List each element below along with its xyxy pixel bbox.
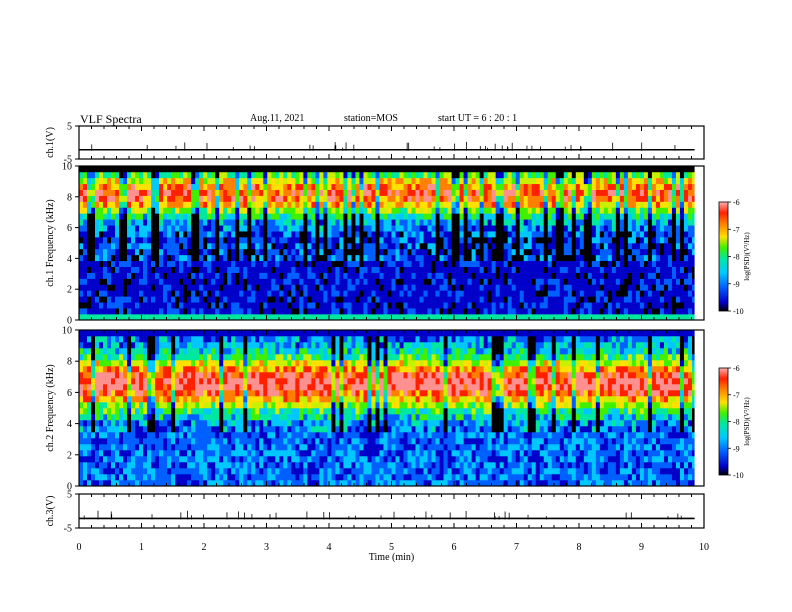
x-tick-label: 10 [699, 542, 709, 553]
chart-title: VLF Spectra [80, 112, 142, 126]
y-tick-label: -5 [64, 155, 72, 166]
date-label: Aug.11, 2021 [250, 113, 305, 124]
x-tick-label: 5 [389, 542, 394, 553]
colorbar-label: log(PSD)(V²/Hz) [743, 397, 751, 446]
y-axis-label: ch.1(V) [45, 127, 56, 158]
colorbar-label: log(PSD)(V²/Hz) [743, 232, 751, 281]
x-tick-label: 3 [264, 542, 269, 553]
colorbar-tick-label: -8 [733, 253, 740, 262]
colorbar-tick-label: -7 [733, 391, 740, 400]
y-axis-label: ch.3(V) [45, 496, 56, 527]
ch3-voltage-panel: 5 -5 ch.3(V) [45, 490, 705, 535]
colorbar-tick-label: -10 [733, 307, 744, 316]
colorbar-tick-label: -7 [733, 225, 740, 234]
colorbar-tick-label: -10 [733, 471, 744, 480]
x-tick-label: 8 [577, 542, 582, 553]
colorbar-ch1: -6 -7 -8 -9 -10 log(PSD)(V²/Hz) [718, 198, 751, 316]
y-tick-label: 2 [67, 450, 72, 461]
colorbar-tick-label: -9 [733, 444, 740, 453]
colorbar-tick-label: -6 [733, 364, 740, 373]
y-tick-label: 0 [67, 482, 72, 493]
x-axis-label: Time (min) [369, 552, 414, 563]
y-tick-label: 2 [67, 285, 72, 296]
start-ut-label: start UT = 6 : 20 : 1 [438, 113, 518, 124]
panel-frame [78, 493, 705, 529]
x-tick-label: 7 [514, 542, 519, 553]
y-tick-label: 4 [67, 419, 72, 430]
y-tick-label: 6 [67, 223, 72, 234]
x-tick-label: 6 [452, 542, 457, 553]
y-tick-label: 8 [67, 357, 72, 368]
x-tick-label: 2 [202, 542, 207, 553]
y-tick-label: 5 [67, 122, 72, 133]
y-tick-label: 5 [67, 490, 72, 501]
ch2-spectrogram-panel: 0 2 4 6 8 10 ch.2 Frequency (kHz) [45, 326, 705, 493]
y-tick-label: -5 [64, 524, 72, 535]
colorbar-tick-label: -9 [733, 280, 740, 289]
colorbar-tick-label: -8 [733, 418, 740, 427]
x-tick-label: 9 [639, 542, 644, 553]
ch1-spectrogram-panel: 0 2 4 6 8 10 ch.1 Frequency (kHz) [45, 162, 705, 327]
time-axis: 0 1 2 3 4 5 6 7 8 9 10 Time (min) [77, 542, 710, 563]
station-label: station=MOS [344, 113, 398, 124]
colorbar-tick-label: -6 [733, 198, 740, 207]
y-tick-label: 8 [67, 192, 72, 203]
y-tick-label: 10 [62, 326, 72, 337]
colorbar-ch2: -6 -7 -8 -9 -10 log(PSD)(V²/Hz) [718, 364, 751, 480]
x-tick-label: 4 [327, 542, 332, 553]
y-axis-label: ch.1 Frequency (kHz) [45, 199, 56, 286]
colorbar-scale [718, 201, 729, 312]
x-tick-label: 1 [139, 542, 144, 553]
y-axis-label: ch.2 Frequency (kHz) [45, 364, 56, 451]
y-tick-label: 4 [67, 254, 72, 265]
x-tick-label: 0 [77, 542, 82, 553]
y-tick-label: 10 [62, 162, 72, 173]
colorbar-scale [718, 367, 729, 476]
y-tick-label: 0 [67, 316, 72, 327]
ch1-voltage-panel: 5 -5 ch.1(V) [45, 122, 705, 166]
y-tick-label: 6 [67, 388, 72, 399]
